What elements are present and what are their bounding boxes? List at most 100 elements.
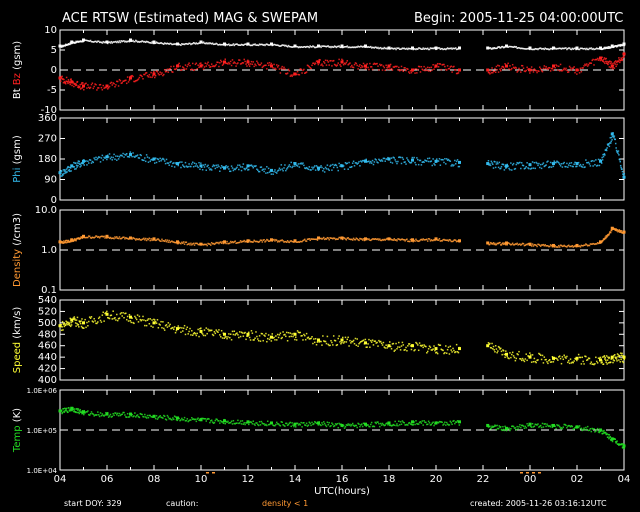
trace-dot-speed: [163, 329, 166, 331]
trace-dot-bt: [336, 45, 339, 48]
trace-dot-bz: [614, 63, 617, 65]
trace-dot-phi: [263, 170, 265, 173]
trace-dot-bz: [268, 61, 271, 64]
trace-dot-density: [519, 243, 521, 245]
trace-dot-density: [604, 237, 606, 240]
trace-dot-bz: [115, 84, 117, 86]
trace-dot-speed: [327, 343, 330, 346]
trace-dot-density: [605, 235, 607, 237]
trace-dot-density: [135, 239, 137, 241]
trace-dot-phi: [127, 155, 130, 158]
trace-dot-density: [191, 244, 193, 246]
trace-dot-temp: [605, 431, 607, 434]
trace-dot-bz: [412, 68, 414, 71]
trace-dot-speed: [72, 317, 75, 319]
trace-dot-speed: [435, 352, 437, 354]
trace-dot-phi: [158, 160, 161, 163]
trace-dot-temp: [162, 417, 164, 419]
trace-dot-phi: [178, 161, 180, 164]
trace-dot-speed: [424, 345, 426, 347]
trace-dot-density: [619, 231, 621, 233]
trace-dot-bt: [88, 40, 91, 42]
trace-dot-speed: [290, 335, 292, 338]
trace-dot-bz: [219, 62, 221, 64]
trace-dot-phi: [63, 170, 66, 172]
trace-dot-bt: [136, 41, 139, 43]
trace-dot-speed: [603, 355, 606, 357]
trace-dot-bt: [257, 44, 259, 46]
trace-dot-bz: [342, 59, 344, 62]
trace-dot-density: [500, 244, 503, 246]
trace-dot-phi: [143, 159, 145, 162]
trace-dot-phi: [259, 166, 262, 169]
trace-dot-speed: [444, 351, 446, 354]
trace-dot-temp: [427, 420, 430, 423]
trace-dot-phi: [500, 165, 503, 168]
trace-dot-speed: [332, 335, 335, 337]
trace-dot-density: [538, 243, 540, 246]
trace-dot-speed: [393, 350, 396, 352]
trace-dot-bz: [69, 83, 71, 86]
trace-dot-temp: [116, 412, 119, 415]
trace-dot-phi: [125, 153, 128, 155]
trace-dot-phi: [398, 156, 400, 159]
trace-dot-phi: [108, 153, 111, 155]
trace-dot-bz: [368, 68, 370, 71]
trace-dot-bt: [591, 48, 593, 51]
trace-dot-bz: [195, 62, 198, 65]
trace-dot-bz: [111, 84, 114, 86]
trace-dot-bz: [417, 65, 420, 68]
trace-dot-phi: [72, 166, 75, 168]
trace-dot-phi: [146, 156, 149, 158]
trace-dot-bt: [193, 42, 196, 44]
data-point-phi: [129, 152, 132, 156]
trace-dot-temp: [565, 424, 567, 427]
trace-dot-temp: [161, 416, 163, 419]
trace-dot-bz: [542, 67, 545, 70]
trace-dot-bt: [553, 47, 555, 50]
trace-dot-temp: [389, 424, 391, 427]
trace-dot-speed: [202, 334, 205, 337]
trace-dot-density: [270, 239, 273, 242]
trace-dot-speed: [166, 326, 169, 328]
trace-dot-temp: [75, 411, 77, 414]
trace-dot-density: [344, 238, 347, 240]
trace-dot-temp: [522, 425, 525, 427]
trace-dot-temp: [66, 410, 68, 413]
trace-dot-bt: [213, 43, 216, 45]
data-point-bt: [105, 40, 109, 44]
trace-dot-temp: [445, 421, 448, 424]
trace-dot-density: [536, 245, 538, 248]
ytick-label-speed: 440: [38, 352, 57, 363]
trace-dot-density: [368, 238, 370, 240]
trace-dot-speed: [226, 337, 228, 340]
trace-dot-density: [576, 245, 578, 248]
trace-dot-temp: [263, 423, 265, 425]
ytick-label-phi: 90: [44, 175, 57, 186]
trace-dot-bt: [215, 42, 217, 45]
trace-dot-density: [247, 241, 249, 243]
trace-dot-bz: [157, 72, 160, 75]
trace-dot-bz: [621, 58, 624, 61]
trace-dot-speed: [307, 336, 310, 339]
trace-dot-temp: [224, 422, 226, 425]
trace-dot-temp: [312, 423, 314, 426]
trace-dot-temp: [325, 425, 328, 428]
trace-dot-phi: [152, 159, 154, 162]
trace-dot-temp: [576, 427, 578, 429]
trace-dot-bz: [229, 60, 232, 63]
trace-dot-density: [171, 240, 173, 242]
trace-dot-temp: [334, 423, 337, 425]
trace-dot-bt: [81, 40, 83, 43]
trace-dot-phi: [363, 159, 366, 162]
trace-dot-speed: [422, 346, 424, 349]
trace-dot-bz: [618, 57, 620, 59]
trace-dot-temp: [120, 413, 123, 416]
trace-dot-bt: [531, 48, 534, 51]
trace-dot-speed: [613, 354, 615, 357]
trace-dot-phi: [294, 165, 296, 167]
trace-dot-bz: [302, 69, 304, 72]
trace-dot-phi: [369, 162, 371, 164]
trace-dot-temp: [557, 424, 559, 427]
trace-dot-density: [88, 235, 91, 238]
